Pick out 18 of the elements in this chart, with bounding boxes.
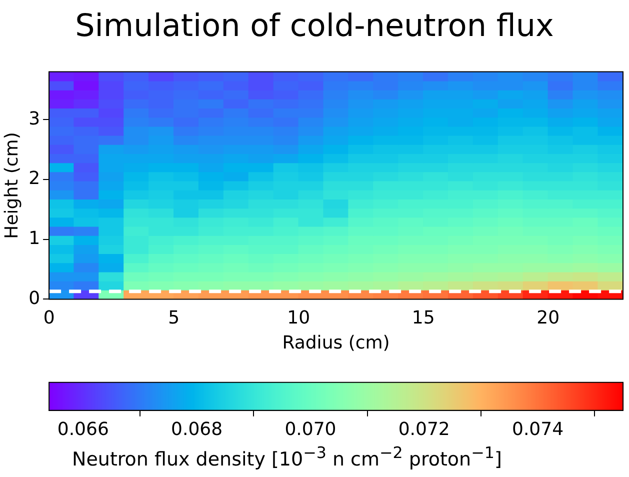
color-bar-label: 0.066 bbox=[57, 418, 109, 440]
color-bar-title: Neutron flux density [10$^{−3}$ n cm$^{−2}$ proton$^{−1}$] bbox=[72, 443, 503, 470]
y-tick-label: 3 bbox=[28, 108, 40, 130]
x-tick-label: 5 bbox=[168, 308, 180, 329]
x-tick-label: 10 bbox=[287, 308, 310, 329]
color-bar-label: 0.074 bbox=[512, 418, 564, 440]
y-tick-label: 0 bbox=[28, 288, 40, 309]
x-tick-label: 15 bbox=[412, 308, 435, 329]
y-tick-label: 1 bbox=[28, 228, 40, 250]
x-tick-label: 0 bbox=[43, 308, 55, 329]
x-axis-title: Radius (cm) bbox=[282, 332, 390, 354]
x-tick-label: 20 bbox=[536, 308, 560, 329]
color-bar-label: 0.068 bbox=[171, 418, 223, 440]
color-bar-label: 0.070 bbox=[284, 418, 336, 440]
y-axis-title: Height (cm) bbox=[1, 132, 22, 239]
y-tick-label: 2 bbox=[28, 168, 40, 190]
chart-title: Simulation of cold-neutron flux bbox=[74, 8, 555, 44]
color-bar-label: 0.072 bbox=[398, 418, 450, 440]
